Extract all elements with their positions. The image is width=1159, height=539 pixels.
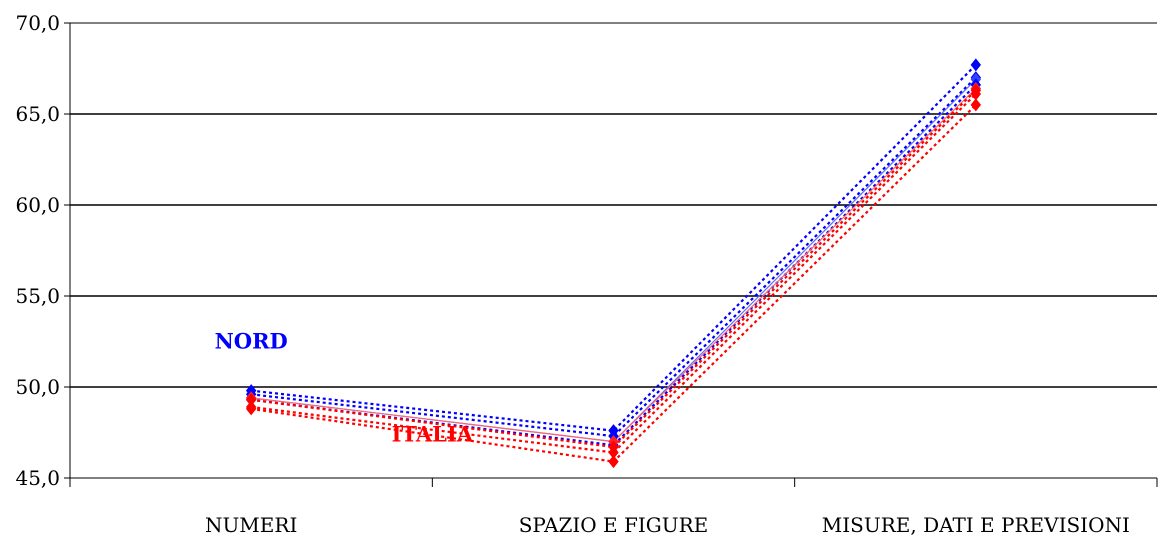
- data-point-nord: [970, 58, 982, 72]
- series-line-italia: [251, 88, 977, 443]
- series-line-nord: [251, 84, 977, 447]
- series-line-italia: [251, 89, 977, 449]
- series-line-nord: [251, 64, 977, 432]
- y-tick-label: 55,0: [15, 284, 60, 308]
- y-tick-label: 65,0: [15, 102, 60, 126]
- category-label: MISURE, DATI E PREVISIONI: [822, 513, 1130, 537]
- data-point-italia: [970, 87, 982, 101]
- data-point-italia: [245, 402, 257, 416]
- series-markers: [245, 58, 982, 469]
- series-line-nord: [251, 76, 977, 438]
- data-point-italia: [970, 98, 982, 112]
- category-label: SPAZIO E FIGURE: [519, 513, 709, 537]
- y-tick-label: 45,0: [15, 466, 60, 490]
- data-point-italia: [245, 393, 257, 407]
- gridlines: [70, 22, 1157, 388]
- category-label: NUMERI: [205, 513, 297, 537]
- series-line-italia: [251, 104, 977, 463]
- y-tick-label: 70,0: [15, 11, 60, 35]
- y-tick-label: 60,0: [15, 193, 60, 217]
- axes: [64, 22, 1158, 487]
- annotations: NORD ITALIA: [215, 329, 474, 447]
- y-tick-labels: 45,0 50,0 55,0 60,0 65,0 70,0: [15, 11, 60, 490]
- category-labels: NUMERI SPAZIO E FIGURE MISURE, DATI E PREV…: [205, 513, 1130, 537]
- data-point-italia: [608, 455, 619, 469]
- series-line-italia: [251, 93, 977, 454]
- y-tick-label: 50,0: [15, 375, 60, 399]
- series-lines: [251, 64, 977, 463]
- annotation-label: ITALIA: [392, 421, 474, 446]
- annotation-label: NORD: [215, 329, 288, 354]
- data-point-italia: [608, 446, 619, 460]
